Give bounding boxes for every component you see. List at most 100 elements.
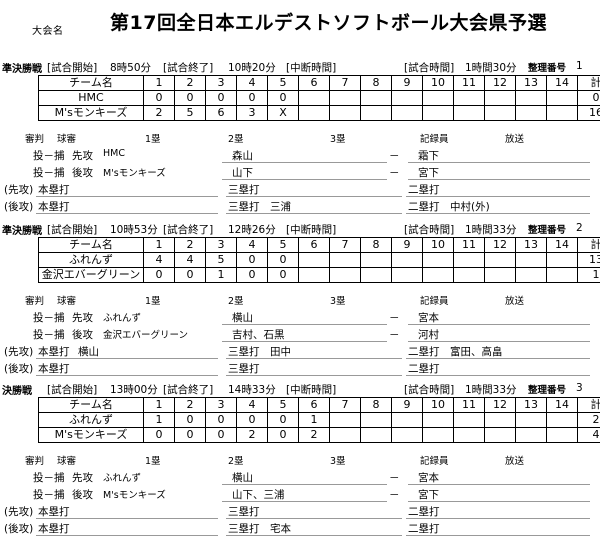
inning-cell-9[interactable] [392, 428, 423, 443]
inning-cell-3[interactable]: 1 [206, 268, 237, 283]
inning-cell-14[interactable] [547, 268, 578, 283]
inning-cell-12[interactable] [485, 268, 516, 283]
inning-cell-12[interactable] [485, 91, 516, 106]
inning-cell-1[interactable]: 0 [144, 268, 175, 283]
inning-cell-4[interactable]: 3 [237, 106, 268, 121]
inning-cell-4[interactable]: 0 [237, 253, 268, 268]
inning-cell-8[interactable] [361, 91, 392, 106]
inning-cell-13[interactable] [516, 91, 547, 106]
inning-cell-6[interactable] [299, 91, 330, 106]
inning-cell-13[interactable] [516, 106, 547, 121]
inning-cell-2[interactable]: 0 [175, 91, 206, 106]
inning-cell-8[interactable] [361, 253, 392, 268]
inning-cell-3[interactable]: 5 [206, 253, 237, 268]
inning-cell-7[interactable] [330, 253, 361, 268]
inning-cell-7[interactable] [330, 91, 361, 106]
inning-cell-13[interactable] [516, 268, 547, 283]
inning-cell-7[interactable] [330, 268, 361, 283]
inning-cell-13[interactable] [516, 428, 547, 443]
inning-cell-7[interactable] [330, 106, 361, 121]
inning-cell-12[interactable] [485, 106, 516, 121]
inning-cell-11[interactable] [454, 106, 485, 121]
inning-cell-9[interactable] [392, 253, 423, 268]
catcher-value[interactable]: 宮本 [418, 310, 439, 325]
inning-cell-9[interactable] [392, 268, 423, 283]
inning-cell-14[interactable] [547, 91, 578, 106]
inning-cell-7[interactable] [330, 428, 361, 443]
pitcher-value[interactable]: 山下 [232, 165, 253, 180]
inning-cell-10[interactable] [423, 428, 454, 443]
catcher-value[interactable]: 河村 [418, 327, 439, 342]
inning-cell-9[interactable] [392, 413, 423, 428]
inning-cell-6[interactable] [299, 106, 330, 121]
inning-cell-11[interactable] [454, 91, 485, 106]
inning-cell-12[interactable] [485, 413, 516, 428]
pitcher-value[interactable]: 吉村、石黒 [232, 327, 285, 342]
inning-cell-1[interactable]: 0 [144, 428, 175, 443]
inning-cell-4[interactable]: 2 [237, 428, 268, 443]
inning-cell-8[interactable] [361, 106, 392, 121]
inning-cell-14[interactable] [547, 428, 578, 443]
inning-cell-10[interactable] [423, 106, 454, 121]
inning-cell-6[interactable]: 2 [299, 428, 330, 443]
inning-cell-4[interactable]: 0 [237, 268, 268, 283]
inning-cell-6[interactable] [299, 253, 330, 268]
inning-cell-2[interactable]: 0 [175, 268, 206, 283]
catcher-value[interactable]: 宮本 [418, 470, 439, 485]
inning-cell-3[interactable]: 0 [206, 413, 237, 428]
inning-cell-11[interactable] [454, 253, 485, 268]
inning-cell-7[interactable] [330, 413, 361, 428]
triple-value[interactable]: 田中 [270, 344, 291, 359]
inning-cell-5[interactable]: 0 [268, 253, 299, 268]
inning-cell-12[interactable] [485, 253, 516, 268]
inning-cell-3[interactable]: 6 [206, 106, 237, 121]
inning-cell-5[interactable]: 0 [268, 413, 299, 428]
inning-cell-4[interactable]: 0 [237, 91, 268, 106]
inning-cell-11[interactable] [454, 413, 485, 428]
pitcher-value[interactable]: 横山 [232, 470, 253, 485]
inning-cell-13[interactable] [516, 413, 547, 428]
inning-cell-4[interactable]: 0 [237, 413, 268, 428]
inning-cell-6[interactable]: 1 [299, 413, 330, 428]
inning-cell-11[interactable] [454, 428, 485, 443]
home-run-value[interactable]: 横山 [78, 344, 99, 359]
triple-value[interactable]: 宅本 [270, 521, 291, 536]
inning-cell-9[interactable] [392, 91, 423, 106]
inning-cell-5[interactable]: 0 [268, 268, 299, 283]
inning-cell-6[interactable] [299, 268, 330, 283]
inning-cell-1[interactable]: 0 [144, 91, 175, 106]
inning-cell-13[interactable] [516, 253, 547, 268]
inning-cell-8[interactable] [361, 428, 392, 443]
catcher-value[interactable]: 宮下 [418, 165, 439, 180]
double-value[interactable]: 富田、高畠 [450, 344, 503, 359]
catcher-value[interactable]: 宮下 [418, 487, 439, 502]
pitcher-value[interactable]: 森山 [232, 148, 253, 163]
inning-cell-2[interactable]: 4 [175, 253, 206, 268]
pitcher-value[interactable]: 山下、三浦 [232, 487, 285, 502]
inning-cell-8[interactable] [361, 413, 392, 428]
inning-cell-1[interactable]: 2 [144, 106, 175, 121]
inning-cell-9[interactable] [392, 106, 423, 121]
inning-cell-5[interactable]: X [268, 106, 299, 121]
inning-cell-14[interactable] [547, 413, 578, 428]
inning-cell-3[interactable]: 0 [206, 428, 237, 443]
pitcher-value[interactable]: 横山 [232, 310, 253, 325]
inning-cell-10[interactable] [423, 268, 454, 283]
inning-cell-11[interactable] [454, 268, 485, 283]
inning-cell-14[interactable] [547, 106, 578, 121]
inning-cell-10[interactable] [423, 413, 454, 428]
inning-cell-12[interactable] [485, 428, 516, 443]
inning-cell-2[interactable]: 0 [175, 428, 206, 443]
triple-value[interactable]: 三浦 [270, 199, 291, 214]
inning-cell-3[interactable]: 0 [206, 91, 237, 106]
inning-cell-2[interactable]: 0 [175, 413, 206, 428]
inning-cell-10[interactable] [423, 253, 454, 268]
inning-cell-1[interactable]: 1 [144, 413, 175, 428]
inning-cell-1[interactable]: 4 [144, 253, 175, 268]
inning-cell-5[interactable]: 0 [268, 91, 299, 106]
double-value[interactable]: 中村(外) [450, 199, 490, 214]
inning-cell-8[interactable] [361, 268, 392, 283]
inning-cell-2[interactable]: 5 [175, 106, 206, 121]
inning-cell-5[interactable]: 0 [268, 428, 299, 443]
catcher-value[interactable]: 霜下 [418, 148, 439, 163]
